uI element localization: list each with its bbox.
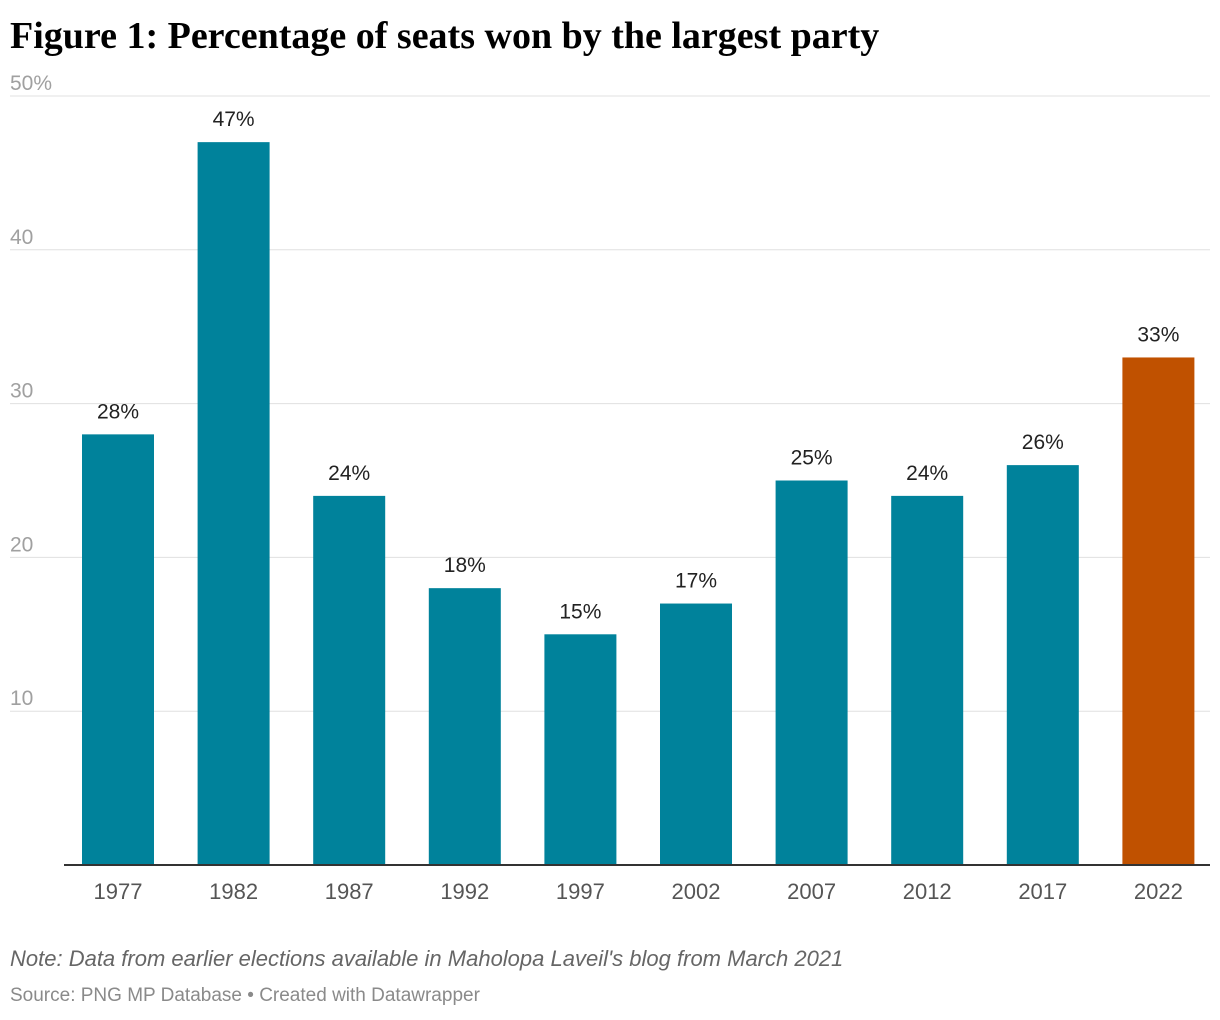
bar	[197, 142, 270, 865]
bar-value-label: 15%	[559, 600, 601, 623]
bar-value-label: 26%	[1022, 431, 1064, 454]
bar-value-label: 47%	[213, 108, 255, 131]
bar-value-label: 17%	[675, 570, 717, 593]
bar	[544, 634, 617, 865]
y-tick-label: 50%	[10, 72, 52, 95]
bar	[428, 588, 501, 865]
bar	[660, 603, 732, 865]
chart-title: Figure 1: Percentage of seats won by the…	[10, 15, 880, 57]
x-axis: 1977 1982 1987 1992 1997 2002 2007 2012 2017 2022	[64, 864, 1210, 904]
x-tick-label: 1977	[94, 879, 143, 904]
bar	[891, 495, 964, 865]
x-tick-label: 1982	[209, 879, 258, 904]
bar-value-label: 25%	[791, 447, 833, 470]
x-tick-label: 2007	[787, 879, 836, 904]
bar	[1006, 465, 1079, 865]
bar	[313, 495, 386, 865]
bar-value-label: 24%	[328, 462, 370, 485]
x-tick-label: 2012	[903, 879, 952, 904]
chart-note: Note: Data from earlier elections availa…	[10, 946, 844, 971]
x-tick-label: 2017	[1018, 879, 1067, 904]
x-tick-label: 1997	[556, 879, 605, 904]
bar-value-label: 18%	[444, 554, 486, 577]
data-labels: 28% 47% 24% 18% 15% 17% 25% 24% 26% 33%	[97, 108, 1179, 623]
x-tick-label: 2022	[1134, 879, 1183, 904]
x-tick-label: 1992	[440, 879, 489, 904]
bar	[1122, 357, 1195, 865]
y-tick-label: 10	[10, 687, 33, 710]
bar-value-label: 24%	[906, 462, 948, 485]
x-tick-label: 2002	[672, 879, 721, 904]
y-tick-label: 30	[10, 380, 33, 403]
y-tick-label: 20	[10, 533, 33, 556]
bar-value-label: 33%	[1137, 323, 1179, 346]
y-tick-label: 40	[10, 226, 33, 249]
bar	[775, 480, 848, 865]
bar	[82, 434, 154, 865]
bars	[82, 142, 1195, 865]
chart-source: Source: PNG MP Database • Created with D…	[10, 985, 480, 1006]
bar-value-label: 28%	[97, 400, 139, 423]
x-tick-label: 1987	[325, 879, 374, 904]
